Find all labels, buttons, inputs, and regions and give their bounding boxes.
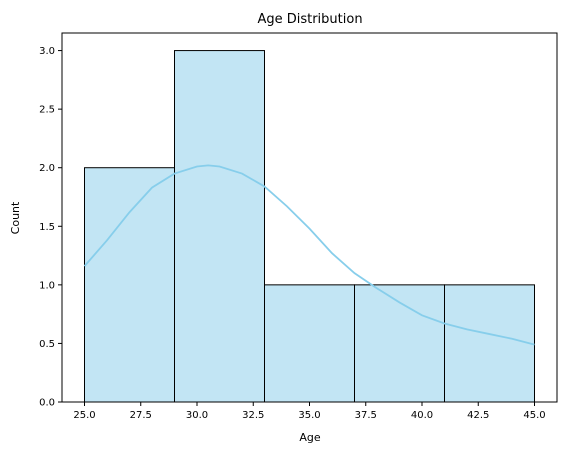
histogram-bar-3 (264, 284, 355, 403)
x-tick-label-8: 45.0 (523, 410, 545, 421)
x-tick-label-2: 30.0 (186, 410, 208, 421)
kde-curve (83, 164, 535, 346)
x-tick-label-5: 37.5 (355, 410, 377, 421)
x-tick-label-4: 35.0 (298, 410, 320, 421)
x-tick-label-3: 32.5 (242, 410, 264, 421)
y-tick-label-3: 1.5 (39, 222, 55, 233)
chart-title: Age Distribution (257, 12, 362, 27)
y-axis-label: Count (9, 201, 22, 234)
x-axis-ticks: 25.0 27.5 30.0 32.5 35.0 37.5 40.0 42.5 45.0 (73, 402, 546, 421)
x-tick-label-1: 27.5 (130, 410, 152, 421)
y-tick-label-0: 0.0 (39, 398, 55, 409)
histogram-bar-5 (444, 284, 535, 403)
x-tick-label-0: 25.0 (73, 410, 95, 421)
x-tick-label-7: 42.5 (467, 410, 489, 421)
histogram-bar-1 (84, 167, 175, 403)
histogram-bar-4 (354, 284, 445, 403)
y-tick-label-4: 2.0 (39, 163, 55, 174)
y-tick-label-2: 1.0 (39, 280, 55, 291)
y-axis-ticks: 0.0 0.5 1.0 1.5 2.0 2.5 3.0 (39, 46, 62, 409)
bars-group (84, 50, 535, 403)
x-axis-label: Age (299, 431, 321, 444)
histogram-bar-2 (174, 50, 265, 403)
x-tick-label-6: 40.0 (411, 410, 433, 421)
y-tick-label-1: 0.5 (39, 339, 55, 350)
y-tick-label-6: 3.0 (39, 46, 55, 57)
y-tick-label-5: 2.5 (39, 105, 55, 116)
